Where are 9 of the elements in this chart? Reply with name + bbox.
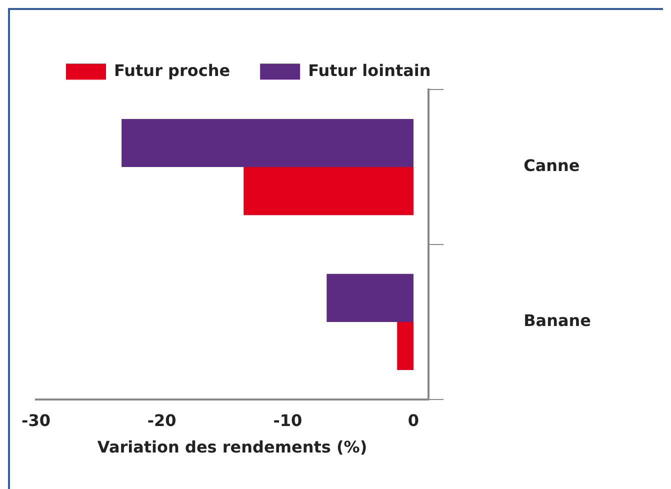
legend-label: Futur proche [114, 60, 230, 80]
y-tick-label: Canne [524, 156, 580, 176]
legend-label: Futur lointain [308, 60, 431, 80]
x-axis-title: Variation des rendements (%) [97, 437, 368, 456]
y-tick-label: Banane [524, 311, 592, 330]
x-tick-label: 0 [408, 411, 420, 430]
x-tick-label: -20 [147, 411, 176, 430]
x-tick-label: -30 [22, 411, 50, 430]
x-tick-label: -10 [273, 411, 302, 430]
